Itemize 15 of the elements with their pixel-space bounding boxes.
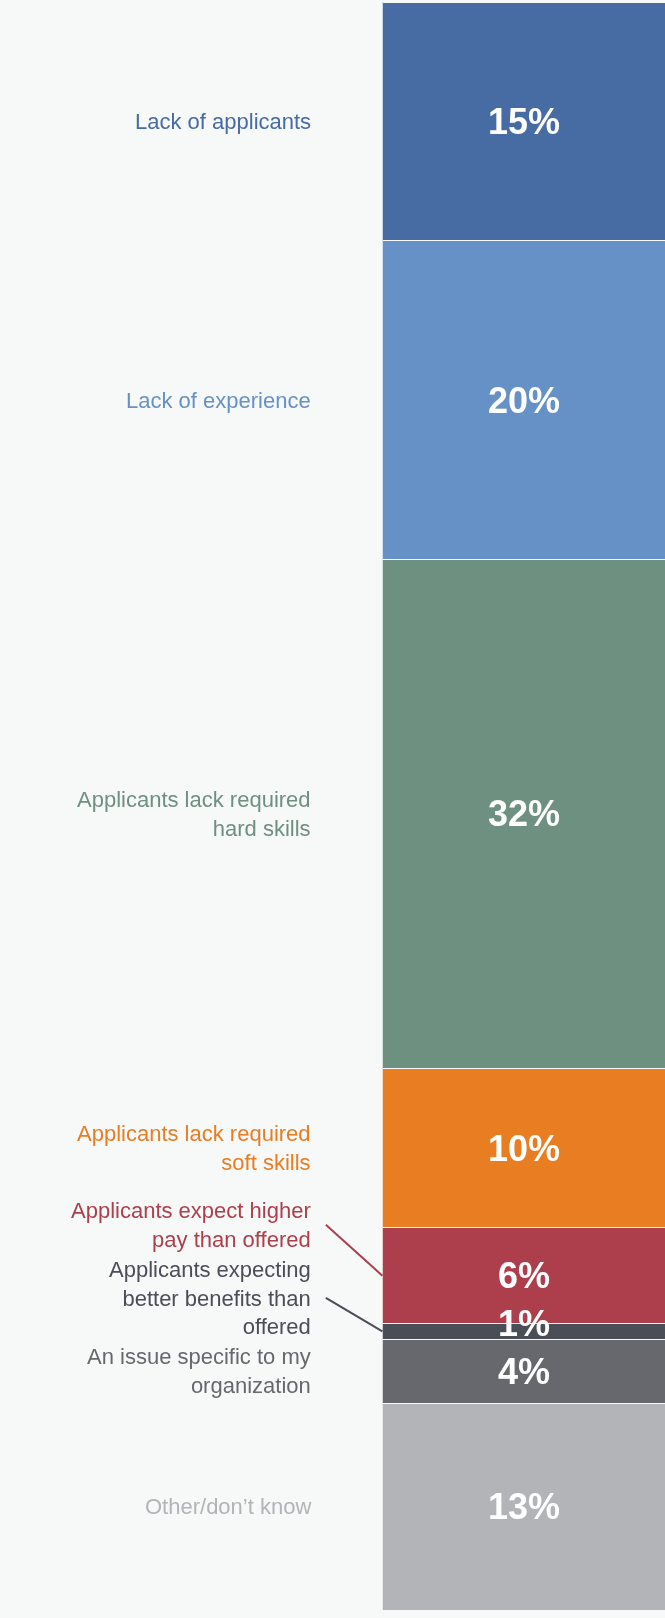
text: Applicants expect higher pay than offered <box>71 1198 311 1252</box>
data-label: 15% <box>488 101 561 142</box>
text: Other/don’t know <box>145 1494 312 1519</box>
data-label: 6% <box>498 1255 551 1296</box>
data-label: 32% <box>488 793 561 834</box>
text: An issue specific to my organization <box>87 1344 311 1398</box>
data-label: 13% <box>488 1486 561 1527</box>
text: Applicants lack required hard skills <box>77 787 311 841</box>
text: Lack of applicants <box>135 109 312 134</box>
data-label: 20% <box>488 380 561 421</box>
data-label: 4% <box>498 1351 551 1392</box>
text: Applicants expecting better benefits than offered <box>109 1257 311 1340</box>
text: Lack of experience <box>126 388 311 413</box>
data-label: 10% <box>488 1128 561 1169</box>
text: Applicants lack required soft skills <box>77 1121 311 1175</box>
